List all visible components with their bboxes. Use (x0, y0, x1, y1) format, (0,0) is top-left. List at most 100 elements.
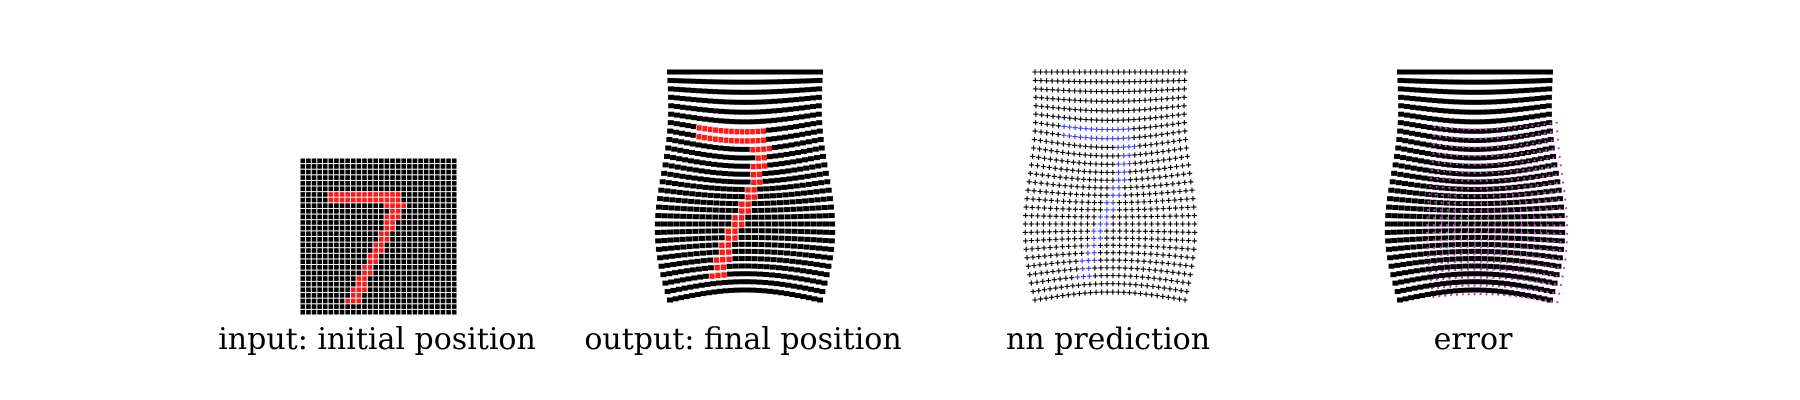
prediction-marker (1121, 79, 1127, 85)
grid-cell (334, 287, 339, 293)
grid-cell (1462, 207, 1469, 213)
error-marker (1533, 224, 1536, 227)
prediction-digit-marker (1091, 228, 1097, 234)
error-marker (1479, 238, 1483, 241)
error-marker (1555, 182, 1558, 185)
grid-cell (1463, 146, 1470, 152)
grid-cell (362, 214, 367, 220)
error-marker (1454, 269, 1457, 272)
grid-cell (1488, 249, 1495, 255)
grid-cell (765, 108, 772, 114)
digit-cell (751, 193, 758, 201)
digit-cell (367, 270, 373, 276)
grid-cell (772, 153, 779, 159)
error-marker (1473, 128, 1476, 131)
prediction-marker (1146, 183, 1152, 189)
digit-cell (750, 186, 758, 194)
digit-cell (328, 192, 334, 197)
prediction-marker (1159, 190, 1165, 196)
grid-cell (797, 236, 804, 242)
prediction-marker (1136, 134, 1143, 140)
grid-cell (700, 291, 707, 297)
grid-cell (1448, 118, 1455, 124)
error-marker (1531, 263, 1534, 266)
grid-cell (1409, 87, 1416, 93)
error-marker (1466, 209, 1469, 212)
grid-cell (685, 105, 692, 111)
prediction-marker (1073, 191, 1080, 197)
error-marker (1466, 238, 1469, 241)
grid-cell (817, 69, 823, 75)
panel-input (300, 70, 480, 315)
grid-cell (1464, 109, 1471, 115)
grid-cell (350, 164, 356, 169)
grid-cell (429, 225, 435, 231)
grid-cell (1416, 236, 1423, 242)
grid-cell (791, 167, 798, 173)
prediction-marker (1049, 294, 1055, 300)
grid-cell (1507, 88, 1514, 94)
grid-cell (1534, 236, 1541, 242)
prediction-marker (1172, 287, 1179, 293)
error-marker (1522, 169, 1525, 172)
digit-cell (701, 134, 708, 141)
grid-cell (317, 281, 322, 287)
error-marker (1559, 215, 1562, 218)
error-marker (1499, 194, 1502, 197)
grid-cell (758, 235, 765, 241)
prediction-marker (1167, 237, 1173, 243)
error-marker (1538, 298, 1541, 301)
prediction-marker (1077, 97, 1083, 104)
grid-cell (1475, 201, 1482, 207)
grid-cell (390, 237, 395, 242)
grid-cell (1417, 251, 1424, 257)
grid-cell (721, 280, 728, 286)
grid-cell (744, 287, 751, 293)
error-marker (1455, 171, 1458, 174)
grid-cell (440, 225, 446, 231)
grid-cell (1511, 107, 1518, 113)
grid-cell (658, 187, 665, 193)
prediction-marker (1082, 290, 1088, 296)
grid-cell (362, 293, 367, 298)
grid-cell (772, 161, 779, 167)
grid-cell (1534, 229, 1541, 235)
prediction-marker (1164, 113, 1170, 119)
grid-cell (706, 207, 713, 213)
grid-cell (322, 203, 328, 208)
grid-cell (322, 276, 328, 281)
error-marker (1532, 297, 1535, 300)
prediction-marker (1054, 206, 1060, 212)
prediction-marker (1183, 262, 1189, 269)
grid-cell (771, 127, 778, 133)
prediction-marker (1133, 168, 1139, 174)
grid-cell (300, 175, 306, 180)
grid-cell (829, 221, 836, 227)
grid-cell (423, 276, 429, 281)
grid-cell (362, 164, 367, 169)
grid-cell (300, 220, 306, 225)
error-marker (1448, 277, 1451, 280)
grid-cell (418, 265, 423, 270)
prediction-marker (1037, 262, 1043, 268)
grid-cell (673, 213, 680, 219)
error-marker (1500, 224, 1503, 227)
grid-cell (1403, 221, 1410, 227)
grid-cell (805, 139, 812, 145)
grid-cell (1548, 145, 1555, 151)
grid-cell (739, 171, 746, 177)
grid-cell (1547, 137, 1554, 143)
grid-cell (328, 281, 334, 287)
grid-cell (828, 246, 835, 252)
grid-cell (390, 180, 395, 186)
grid-cell (412, 169, 418, 175)
grid-cell (1442, 144, 1449, 150)
grid-cell (1420, 87, 1427, 93)
grid-cell (334, 175, 339, 180)
error-marker (1455, 162, 1458, 166)
prediction-marker (1164, 104, 1170, 111)
grid-cell (686, 214, 693, 220)
error-marker (1456, 145, 1459, 149)
grid-cell (1442, 98, 1449, 104)
prediction-marker (1110, 98, 1116, 104)
